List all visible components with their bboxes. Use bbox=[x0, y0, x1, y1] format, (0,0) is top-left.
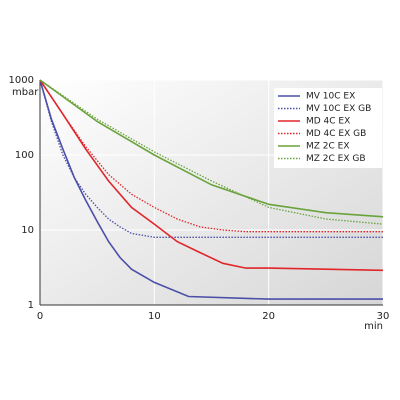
series-line bbox=[39, 79, 384, 225]
y-axis-label: mbar bbox=[12, 87, 39, 98]
series-line bbox=[39, 79, 384, 272]
legend-box bbox=[274, 88, 382, 168]
x-axis-label: min bbox=[364, 321, 383, 332]
y-tick-label: 100 bbox=[15, 150, 34, 161]
y-tick-label: 1 bbox=[28, 300, 34, 311]
y-tick-label: 1000 bbox=[9, 75, 34, 86]
x-tick-label: 0 bbox=[37, 311, 43, 322]
x-tick-label: 20 bbox=[262, 311, 275, 322]
legend-label: MD 4C EX GB bbox=[306, 129, 366, 139]
series-line bbox=[39, 79, 383, 300]
legend-label: MZ 2C EX bbox=[306, 142, 350, 152]
legend-label: MV 10C EX bbox=[306, 92, 355, 102]
x-tick-label: 30 bbox=[377, 311, 390, 322]
series-line bbox=[39, 79, 383, 233]
legend-label: MD 4C EX bbox=[306, 117, 350, 127]
legend-label: MV 10C EX GB bbox=[306, 104, 371, 114]
legend-label: MZ 2C EX GB bbox=[306, 154, 366, 164]
y-tick-label: 10 bbox=[21, 225, 34, 236]
series-line bbox=[39, 79, 384, 218]
x-tick-label: 10 bbox=[148, 311, 161, 322]
series-line bbox=[39, 79, 383, 238]
